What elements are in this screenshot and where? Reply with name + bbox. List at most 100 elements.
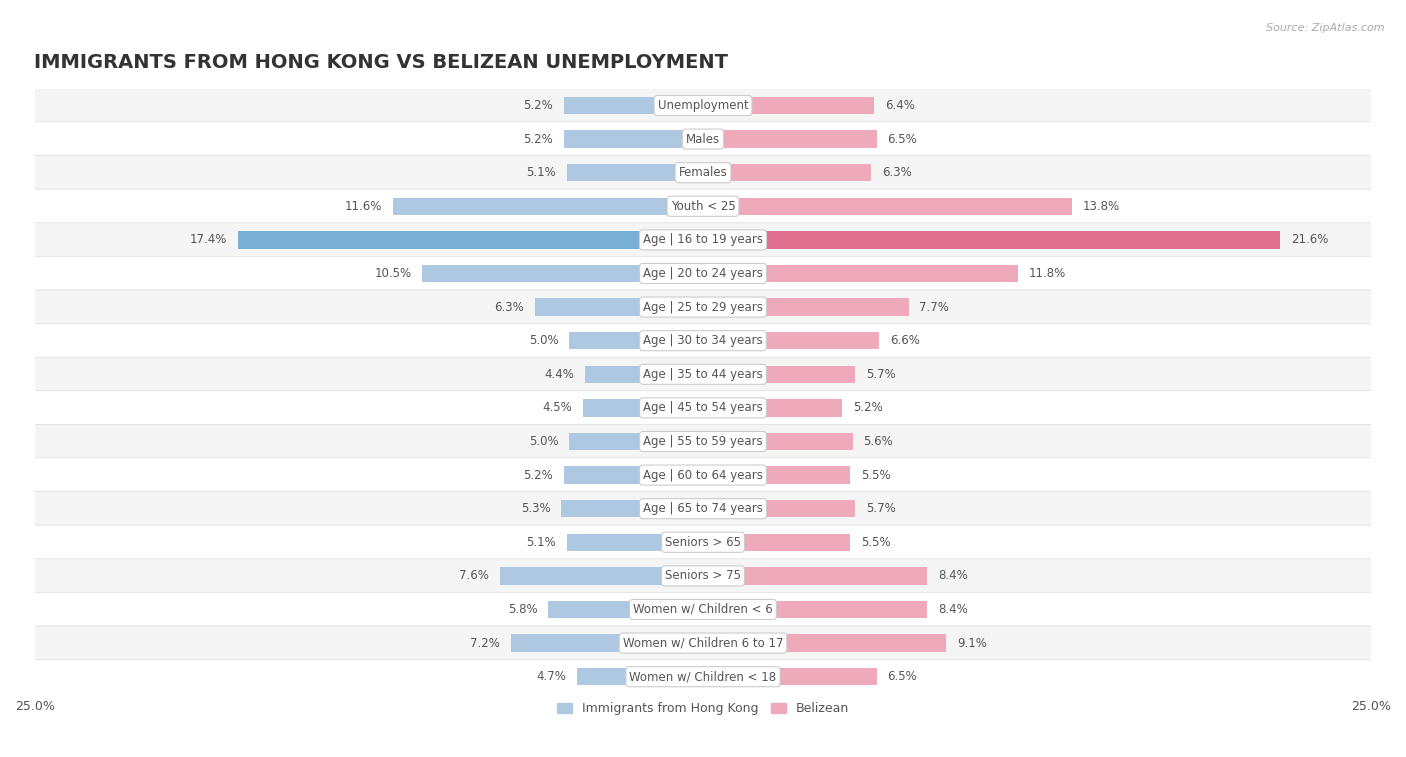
FancyBboxPatch shape: [35, 122, 1371, 156]
Text: Women w/ Children < 18: Women w/ Children < 18: [630, 670, 776, 683]
Text: Age | 55 to 59 years: Age | 55 to 59 years: [643, 435, 763, 448]
FancyBboxPatch shape: [35, 89, 1371, 123]
Text: 5.0%: 5.0%: [529, 435, 558, 448]
Bar: [422, 265, 703, 282]
Text: 5.1%: 5.1%: [526, 167, 555, 179]
Bar: [703, 366, 855, 383]
Bar: [703, 567, 928, 584]
Text: 6.5%: 6.5%: [887, 670, 917, 683]
FancyBboxPatch shape: [35, 626, 1371, 660]
Bar: [703, 332, 879, 350]
Text: Youth < 25: Youth < 25: [671, 200, 735, 213]
Text: 17.4%: 17.4%: [190, 233, 228, 246]
Legend: Immigrants from Hong Kong, Belizean: Immigrants from Hong Kong, Belizean: [553, 697, 853, 721]
Text: 5.0%: 5.0%: [529, 334, 558, 347]
Text: 5.8%: 5.8%: [508, 603, 537, 616]
Text: 9.1%: 9.1%: [957, 637, 987, 650]
Text: Age | 16 to 19 years: Age | 16 to 19 years: [643, 233, 763, 246]
FancyBboxPatch shape: [35, 223, 1371, 257]
Text: Age | 25 to 29 years: Age | 25 to 29 years: [643, 301, 763, 313]
FancyBboxPatch shape: [35, 290, 1371, 324]
Text: Age | 45 to 54 years: Age | 45 to 54 years: [643, 401, 763, 414]
Bar: [703, 601, 928, 618]
Text: Seniors > 65: Seniors > 65: [665, 536, 741, 549]
Bar: [703, 534, 851, 551]
Text: Source: ZipAtlas.com: Source: ZipAtlas.com: [1267, 23, 1385, 33]
Bar: [703, 433, 852, 450]
Text: 8.4%: 8.4%: [938, 569, 967, 582]
Text: 7.7%: 7.7%: [920, 301, 949, 313]
Bar: [567, 164, 703, 182]
Text: 10.5%: 10.5%: [374, 267, 412, 280]
Text: 4.4%: 4.4%: [546, 368, 575, 381]
FancyBboxPatch shape: [35, 391, 1371, 425]
Text: 21.6%: 21.6%: [1291, 233, 1329, 246]
Text: 6.3%: 6.3%: [882, 167, 911, 179]
Bar: [703, 634, 946, 652]
Bar: [567, 534, 703, 551]
Bar: [394, 198, 703, 215]
FancyBboxPatch shape: [35, 323, 1371, 358]
Bar: [703, 399, 842, 416]
Text: Seniors > 75: Seniors > 75: [665, 569, 741, 582]
FancyBboxPatch shape: [35, 592, 1371, 627]
Text: 11.6%: 11.6%: [344, 200, 382, 213]
Text: IMMIGRANTS FROM HONG KONG VS BELIZEAN UNEMPLOYMENT: IMMIGRANTS FROM HONG KONG VS BELIZEAN UN…: [34, 53, 727, 72]
FancyBboxPatch shape: [35, 155, 1371, 190]
Bar: [703, 97, 875, 114]
Text: 8.4%: 8.4%: [938, 603, 967, 616]
Text: Unemployment: Unemployment: [658, 99, 748, 112]
FancyBboxPatch shape: [35, 425, 1371, 459]
Bar: [561, 500, 703, 518]
Text: 7.6%: 7.6%: [460, 569, 489, 582]
Bar: [582, 399, 703, 416]
Bar: [548, 601, 703, 618]
Text: 6.3%: 6.3%: [495, 301, 524, 313]
FancyBboxPatch shape: [35, 357, 1371, 391]
Bar: [703, 668, 877, 685]
Bar: [585, 366, 703, 383]
FancyBboxPatch shape: [35, 559, 1371, 593]
Text: 6.5%: 6.5%: [887, 132, 917, 145]
Text: 4.7%: 4.7%: [537, 670, 567, 683]
FancyBboxPatch shape: [35, 257, 1371, 291]
Bar: [703, 164, 872, 182]
FancyBboxPatch shape: [35, 491, 1371, 526]
FancyBboxPatch shape: [35, 659, 1371, 694]
Bar: [703, 298, 908, 316]
Text: Women w/ Children 6 to 17: Women w/ Children 6 to 17: [623, 637, 783, 650]
Bar: [534, 298, 703, 316]
Text: 7.2%: 7.2%: [470, 637, 501, 650]
Text: 5.7%: 5.7%: [866, 368, 896, 381]
Text: 5.2%: 5.2%: [523, 132, 554, 145]
Bar: [501, 567, 703, 584]
Text: Age | 35 to 44 years: Age | 35 to 44 years: [643, 368, 763, 381]
Text: Age | 65 to 74 years: Age | 65 to 74 years: [643, 502, 763, 516]
Text: 5.5%: 5.5%: [860, 536, 890, 549]
Text: 6.6%: 6.6%: [890, 334, 920, 347]
Bar: [703, 198, 1071, 215]
Text: 5.6%: 5.6%: [863, 435, 893, 448]
Text: 5.5%: 5.5%: [860, 469, 890, 481]
Text: 4.5%: 4.5%: [543, 401, 572, 414]
Bar: [703, 466, 851, 484]
Text: 5.2%: 5.2%: [523, 99, 554, 112]
Bar: [564, 97, 703, 114]
Bar: [564, 130, 703, 148]
Bar: [510, 634, 703, 652]
Bar: [238, 231, 703, 248]
Bar: [569, 433, 703, 450]
Text: 6.4%: 6.4%: [884, 99, 914, 112]
Text: 5.1%: 5.1%: [526, 536, 555, 549]
Bar: [564, 466, 703, 484]
Text: 5.2%: 5.2%: [852, 401, 883, 414]
Bar: [703, 500, 855, 518]
Text: 11.8%: 11.8%: [1029, 267, 1066, 280]
FancyBboxPatch shape: [35, 458, 1371, 492]
Text: 13.8%: 13.8%: [1083, 200, 1119, 213]
Text: 5.7%: 5.7%: [866, 502, 896, 516]
Text: 5.2%: 5.2%: [523, 469, 554, 481]
Text: 5.3%: 5.3%: [522, 502, 551, 516]
FancyBboxPatch shape: [35, 189, 1371, 223]
Bar: [578, 668, 703, 685]
